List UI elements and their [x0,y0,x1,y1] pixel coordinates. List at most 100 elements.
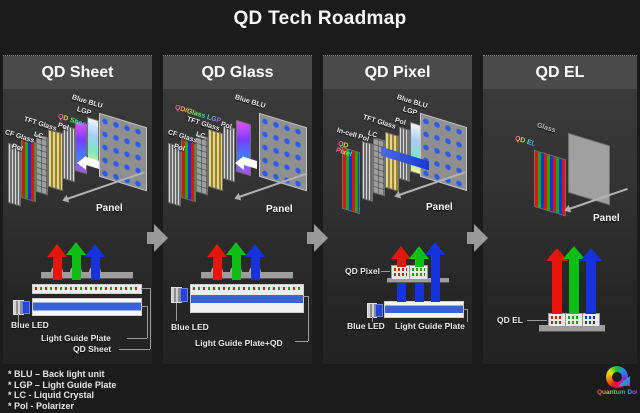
panel-label: Panel [426,202,453,213]
layer-incell-pol [363,142,372,201]
layer-polarizer-front [169,144,180,206]
logo-rainbow-flag [618,376,630,386]
roadmap-step-arrow [307,224,329,252]
layer-liquid-crystal [197,135,207,195]
blue-led-chip [23,302,29,313]
panel-header-qd-sheet: QD Sheet [3,56,152,89]
blue-light-arrow [580,248,602,314]
connector-line [381,271,390,272]
blue-light-arrow [425,242,445,302]
qd-el-base-bar [539,325,605,331]
blue-light-arrow [85,244,105,280]
layer-glass [569,134,609,205]
light-direction-arrow [235,156,259,170]
quantum-dot-logo-icon [606,366,630,388]
label-light-guide-plate: Light Guide Plate [395,321,465,331]
arrow-head [235,156,244,170]
panel-header-qd-glass: QD Glass [163,56,312,89]
light-direction-arrow [77,156,101,170]
layer-polarizer-rear [64,126,74,182]
panel-label: Panel [593,213,620,224]
layer-polarizer-rear [224,126,234,182]
green-light-arrow [66,242,86,280]
panel-label: Panel [96,203,123,214]
label-lgp: LGP [75,106,92,118]
arrow-shaft [86,157,99,169]
roadmap-step-arrow [467,224,489,252]
prism-sheet-bar [41,272,133,278]
arrow-shaft [244,157,257,169]
panel-qd-glass: QD Glass Blue BLU QD/Glass LGP Pol TFT G… [163,55,312,364]
layer-cf-glass [22,139,35,201]
footnote-pol: * Pol - Polarizer [8,400,75,411]
label-tft-glass: TFT Glass [22,116,58,133]
qd-el-box-blue [583,314,599,326]
green-light-arrow [409,246,429,267]
footnote-blu: * BLU – Back light unit [8,369,105,379]
qd-el-box-red [549,314,565,326]
layer-tft-glass [49,130,62,190]
connector-line [303,296,308,297]
blue-led-chip [376,305,382,316]
label-qd-sheet-bar: QD Sheet [73,344,112,354]
pixel-shelf [387,278,449,282]
label-cf-glass: CF Glass [3,129,36,145]
blue-shaft [397,278,406,302]
prism-sheet-bar [201,272,293,278]
layer-tft-glass [209,130,222,190]
label-pol-rear: Pol [56,122,70,133]
connector-line [147,306,148,338]
layer-qd-el [535,151,565,216]
qd-el-box-green [566,314,582,326]
footnotes: * BLU – Back light unit * LGP – Light Gu… [8,369,116,411]
green-light-arrow [563,246,585,314]
red-light-arrow [546,248,568,314]
label-qd-el-box: QD EL [497,315,523,325]
page-title: QD Tech Roadmap [233,8,407,29]
panel-qd-el: QD EL Glass QD EL Panel QD EL [483,55,637,364]
layer-blue-blu-board [260,114,306,191]
footnote-lc: * LC - Liquid Crystal [8,390,95,400]
green-light-arrow [226,242,246,280]
blue-stripe [191,295,303,303]
connector-line [467,309,468,322]
blue-shaft [415,278,424,302]
label-lgp: LGP [401,106,418,118]
panel-qd-pixel: QD Pixel Blue BLU LGP Pol TFT Glass LC I… [323,55,472,364]
layer-tft-glass [386,133,398,191]
label-blue-led: Blue LED [11,320,49,330]
blue-led-block [172,288,181,302]
quantum-dot-logo-text: Quantum Dot [597,389,639,396]
label-blue-led: Blue LED [347,321,385,331]
label-tft-glass: TFT Glass [361,114,397,131]
label-blue-blu: Blue BLU [70,94,104,111]
footnote-lgp: * LGP – Light Guide Plate [8,379,117,390]
qd-dot-row [193,287,301,290]
red-light-arrow [207,244,227,280]
label-qd-pixel: QD Pixel [335,140,364,161]
connector-line [141,288,151,289]
connector-line [308,296,309,341]
connector-line [150,288,151,349]
qd-pixel-box-red [392,266,409,279]
label-light-guide-plate: Light Guide Plate [41,333,111,343]
connector-line [119,349,150,350]
connector-line [295,341,308,342]
label-glass: Glass [535,122,557,135]
connector-line [18,314,19,322]
label-qd-pixel-box: QD Pixel [345,266,380,276]
light-guide-plate-qd-bar [191,285,303,312]
panel-label: Panel [266,204,293,215]
quantum-dot-logo: Quantum Dot [597,366,639,396]
blue-led-chip [181,289,187,301]
label-light-guide-plate-qd: Light Guide Plate+QD [195,338,283,348]
connector-line [372,317,373,322]
arrow-head [77,156,86,170]
connector-line [527,320,547,321]
label-blue-led: Blue LED [171,322,209,332]
red-light-arrow [47,244,67,280]
logo-hole [612,372,622,382]
blue-light-arrow [245,244,265,280]
label-pol-rear: Pol [219,121,233,132]
